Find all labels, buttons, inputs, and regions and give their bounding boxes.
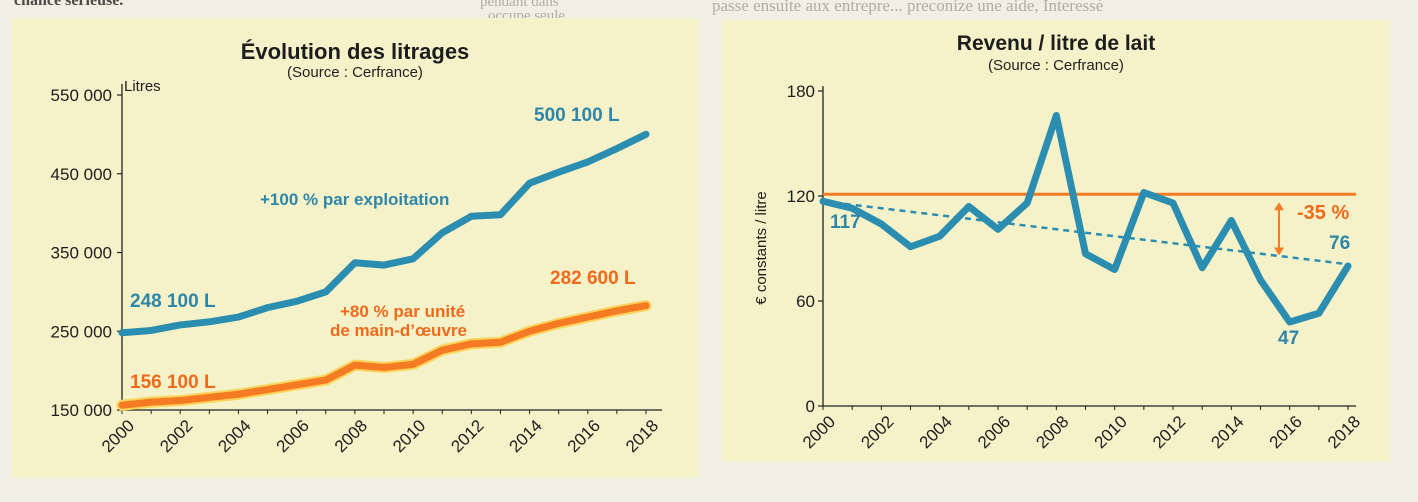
chart-title: Revenu / litre de lait bbox=[956, 32, 1156, 55]
x-tick-label: 2000 bbox=[98, 416, 138, 456]
y-tick-label: 350 000 bbox=[51, 244, 112, 263]
y-tick-label: 60 bbox=[796, 292, 815, 311]
background-text-top-center: pendant dans bbox=[480, 0, 559, 10]
x-tick-label: 2004 bbox=[214, 416, 254, 456]
x-tick-label: 2002 bbox=[857, 412, 897, 452]
y-tick-label: 550 000 bbox=[51, 86, 112, 105]
x-tick-label: 2016 bbox=[1266, 412, 1306, 452]
x-tick-label: 2008 bbox=[1032, 412, 1072, 452]
annotation-exploitation: +100 % par exploitation bbox=[260, 190, 449, 209]
chart-source: (Source : Cerfrance) bbox=[287, 64, 423, 81]
end-label-exploitation: 500 100 L bbox=[534, 105, 620, 126]
x-tick-label: 2012 bbox=[447, 416, 487, 456]
chart-source: (Source : Cerfrance) bbox=[988, 57, 1124, 74]
start-label-main-doeuvre: 156 100 L bbox=[130, 372, 216, 393]
x-tick-label: 2008 bbox=[331, 416, 371, 456]
x-tick-label: 2006 bbox=[273, 416, 313, 456]
y-tick-label: 250 000 bbox=[51, 322, 112, 341]
x-tick-label: 2016 bbox=[564, 416, 604, 456]
y-tick-label: 150 000 bbox=[51, 401, 112, 420]
series-line-exploitation bbox=[118, 130, 650, 337]
trend-line bbox=[822, 200, 1349, 266]
y-axis-label: € constants / litre bbox=[753, 191, 770, 304]
x-tick-label: 2006 bbox=[974, 412, 1014, 452]
decline-percent-label: -35 % bbox=[1297, 202, 1349, 224]
annotation-main-doeuvre-line2: de main-d’œuvre bbox=[330, 321, 467, 340]
annotation-main-doeuvre-line1: +80 % par unité bbox=[340, 302, 465, 321]
x-tick-label: 2018 bbox=[1324, 412, 1364, 452]
revenu-chart-panel: Revenu / litre de lait (Source : Cerfran… bbox=[722, 20, 1390, 462]
y-tick-label: 180 bbox=[787, 82, 815, 101]
y-axis-label: Litres bbox=[124, 78, 161, 95]
x-tick-label: 2012 bbox=[1149, 412, 1189, 452]
series-line-main-doeuvre bbox=[118, 302, 650, 409]
x-tick-label: 2014 bbox=[1207, 412, 1247, 452]
y-tick-label: 120 bbox=[787, 187, 815, 206]
background-text-top-left: chance serieuse. bbox=[14, 0, 124, 9]
end-value-label: 76 bbox=[1329, 233, 1350, 254]
x-tick-label: 2018 bbox=[622, 416, 662, 456]
x-tick-label: 2000 bbox=[799, 412, 839, 452]
x-tick-label: 2010 bbox=[1091, 412, 1131, 452]
series-line-revenu bbox=[819, 112, 1352, 326]
start-value-label: 117 bbox=[830, 212, 861, 233]
decline-arrow-head-down bbox=[1274, 247, 1284, 256]
y-tick-label: 0 bbox=[806, 397, 815, 416]
litrages-chart: 150 000 250 000 350 000 450 000 550 000 2000 2… bbox=[51, 78, 663, 456]
revenu-chart: 0 60 120 180 2000 2002 2004 2006 2008 2010 2012 201… bbox=[753, 82, 1364, 452]
x-tick-label: 2004 bbox=[916, 412, 956, 452]
chart-title: Évolution des litrages bbox=[240, 39, 470, 64]
background-text-top-right: passe ensuite aux entrepre... preconize … bbox=[712, 0, 1104, 15]
y-tick-label: 450 000 bbox=[51, 165, 112, 184]
end-label-main-doeuvre: 282 600 L bbox=[550, 268, 636, 289]
x-tick-label: 2010 bbox=[389, 416, 429, 456]
start-label-exploitation: 248 100 L bbox=[130, 291, 216, 312]
decline-arrow-head-up bbox=[1274, 202, 1284, 211]
x-tick-label: 2014 bbox=[506, 416, 546, 456]
min-value-label: 47 bbox=[1278, 328, 1299, 349]
x-tick-label: 2002 bbox=[156, 416, 196, 456]
litrages-chart-panel: Évolution des litrages (Source : Cerfran… bbox=[12, 18, 698, 478]
